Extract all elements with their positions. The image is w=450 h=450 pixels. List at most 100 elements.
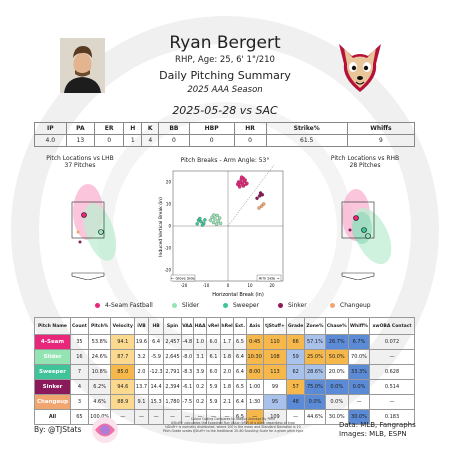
pitch-point <box>203 218 207 222</box>
pitch-stat-cell: 4.6% <box>87 394 112 410</box>
pitch-row: Changeup 3 4.6% 88.9 9.1 15.3 1,780 -7.5 0.2 5.9 2… <box>34 394 415 410</box>
strike-zone <box>71 201 105 239</box>
sweeper-mean-marker <box>361 227 367 233</box>
table-header-cell: Count <box>70 317 89 335</box>
pitch-table-header-row: Pitch Name Count Pitch% Velocity iVB HB Spin VA… <box>34 317 415 335</box>
pitch-name-cell: Changeup <box>34 394 71 410</box>
legend-swatch <box>278 303 283 308</box>
summary-header: HBP <box>188 122 235 135</box>
pitch-stat-cell: 4 <box>70 379 89 395</box>
pitch-name-cell: All <box>34 409 71 425</box>
pitch-stat-cell: -4.8 <box>180 334 195 350</box>
pitch-stat-cell: 6.0 <box>206 334 221 350</box>
pitch-stat-cell: 44.6% <box>304 409 326 425</box>
pitch-stat-cell: — <box>110 409 136 425</box>
season-label: 2025 AAA Season <box>187 85 263 95</box>
pitch-row: Sinker 4 6.2% 94.6 13.7 14.4 2,394 -6.1 0.2 5.9 1.… <box>34 379 415 395</box>
pitch-name-cell: Sinker <box>34 379 71 395</box>
pitch-stat-cell: 0.2 <box>193 379 208 395</box>
summary-value-row: 4.0 13 0 1 4 0 0 0 61.5 9 <box>34 134 416 147</box>
y-tick-label: 0 <box>168 224 171 229</box>
arm-side-text: Arm Side → <box>259 277 279 281</box>
lhb-panel-title: Pitch Locations vs LHB <box>46 155 114 162</box>
pitch-stat-cell: 88.9 <box>110 394 136 410</box>
pitch-stat-cell: 110 <box>262 334 288 350</box>
pitch-stat-cell: — <box>369 394 415 410</box>
table-header-cell: xwOBA Contact <box>369 317 415 335</box>
table-header-cell: HAA <box>193 317 208 335</box>
source-line: Data: MLB, Fangraphs <box>339 421 416 429</box>
table-header-cell: Spin <box>163 317 182 335</box>
pitch-stat-cell: -8.3 <box>180 364 195 380</box>
table-header-cell: iVB <box>134 317 149 335</box>
summary-value: 4.0 <box>34 134 67 147</box>
pitch-stat-cell: 0.2 <box>193 394 208 410</box>
pitch-point <box>215 213 219 218</box>
pitch-row: Slider 16 24.6% 87.7 3.2 -5.9 2,645 -8.0 3.1 6.1 1… <box>34 349 415 365</box>
pitch-stat-cell: 10.8% <box>87 364 112 380</box>
summary-header: HR <box>233 122 267 135</box>
legend-label: Changeup <box>340 302 371 309</box>
pitch-stat-cell: 2,791 <box>163 364 182 380</box>
summary-header: BB <box>158 122 190 135</box>
legend-item: 4-Seam Fastball <box>95 302 153 309</box>
pitch-stat-cell: 6.2% <box>87 379 112 395</box>
pitch-stat-cell: 94.6 <box>110 379 136 395</box>
pitch-stat-cell: — <box>347 394 371 410</box>
table-header-cell: Zone% <box>304 317 326 335</box>
pitch-stat-cell: — <box>163 409 182 425</box>
x-tick-label: -20 <box>181 283 188 288</box>
table-header-cell: hRel <box>219 317 235 335</box>
pitch-stat-cell: 0.0% <box>324 394 349 410</box>
pitch-stat-cell: 16 <box>70 349 89 365</box>
summary-header: PA <box>65 122 96 135</box>
y-tick-label: 10 <box>166 202 172 207</box>
x-tick-label: 20 <box>269 283 275 288</box>
rhb-location-plot <box>341 189 392 280</box>
pitch-stat-cell: 2,394 <box>163 379 182 395</box>
note-line: tjStuff+ calculates the Expected Run Val… <box>171 421 295 425</box>
rhb-panel-title: Pitch Locations vs RHB <box>330 155 400 162</box>
pitch-stat-cell: 25.0% <box>304 349 326 365</box>
pitch-stat-cell: 85.0 <box>110 364 136 380</box>
summary-header: H <box>123 122 143 135</box>
summary-header: IP <box>34 122 67 135</box>
summary-value: 9 <box>346 134 416 147</box>
breaks-grid <box>172 165 284 282</box>
pitch-stat-cell: 2,645 <box>163 349 182 365</box>
summary-table: IP PA ER H K BB HBP HR Strike% Whiffs 4.… <box>34 122 416 147</box>
pitch-stat-cell: 33.3% <box>347 364 371 380</box>
table-header-cell: Ext. <box>233 317 247 335</box>
pitch-point <box>239 175 244 179</box>
pitch-stat-cell: 0:45 <box>245 334 264 350</box>
pitch-stat-cell: 75.0% <box>304 379 326 395</box>
pitch-stat-cell: 10:30 <box>245 349 264 365</box>
pitch-stat-cell: 6.4 <box>147 334 165 350</box>
pitch-stat-cell: 3 <box>70 394 89 410</box>
team-logo <box>336 40 384 96</box>
source-line: Images: MLB, ESPN <box>339 430 407 438</box>
note-line: tjStuff+ is normally distributed, where … <box>165 425 301 429</box>
legend-swatch <box>330 303 335 308</box>
pitch-point <box>217 216 222 220</box>
pitch-stat-cell: 2.0 <box>219 364 235 380</box>
player-bio: RHP, Age: 25, 6' 1"/210 <box>175 55 275 65</box>
changeup-mean-marker <box>76 230 80 234</box>
pitch-stat-cell: 0.0% <box>347 379 371 395</box>
pitch-point <box>208 218 213 222</box>
x-tick-label: -10 <box>203 283 210 288</box>
pitch-stat-cell: — <box>369 349 415 365</box>
x-tick-label: 0 <box>227 283 230 288</box>
pitch-point <box>211 220 216 225</box>
glove-side-text: ← Glove Side <box>171 277 195 281</box>
lhb-location-plot <box>71 184 117 280</box>
legend-label: Sweeper <box>233 302 260 309</box>
pitch-row: 4-Seam 35 53.8% 94.1 19.6 6.4 2,457 -4.8 1.0 6.0 1… <box>34 334 415 350</box>
pitch-stat-cell: 94.1 <box>110 334 136 350</box>
pitch-stat-cell: 57 <box>286 379 306 395</box>
summary-value: 0 <box>94 134 125 147</box>
pitch-stat-cell: 14.4 <box>147 379 165 395</box>
pitch-point <box>195 222 199 226</box>
pitch-breaks-chart: -20 -10 0 10 20 -20 -10 0 10 20 Horizontal Break … <box>158 165 284 298</box>
pitch-stat-cell: — <box>245 409 264 425</box>
